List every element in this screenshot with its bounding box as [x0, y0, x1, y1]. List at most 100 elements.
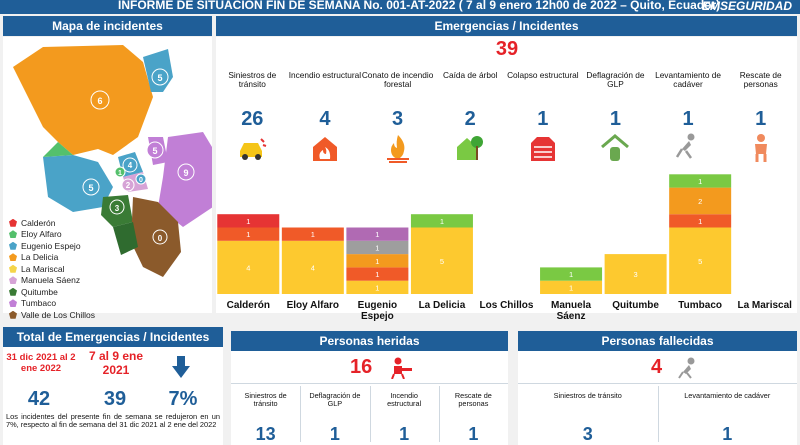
stat-value: 1 [468, 424, 479, 444]
data-label: 1 [440, 217, 444, 226]
map-panel: 6 5 5 4 5 2 0 1 3 9 0 Calderón Eloy Alfa… [3, 37, 218, 320]
heridas-total: 16 [350, 356, 373, 378]
gas-explosion-icon [601, 134, 630, 161]
change-percent: 7% [168, 388, 198, 410]
data-label: 5 [440, 257, 444, 266]
curr-period: 7 al 9 ene 2021 [88, 349, 144, 377]
category-count: 26 [241, 108, 264, 130]
svg-text:5: 5 [88, 183, 93, 193]
legend-marker-icon [9, 230, 17, 239]
stat-value: 3 [582, 424, 593, 444]
emergencias-header: Emergencias / Incidentes [216, 16, 797, 36]
svg-text:2: 2 [126, 181, 131, 190]
bar-segment [281, 240, 344, 294]
fire-icon [386, 135, 409, 163]
stat-value: 1 [722, 424, 733, 444]
arrow-down-icon [172, 356, 190, 378]
legend-marker-icon [9, 218, 17, 227]
data-label: 1 [246, 217, 250, 226]
data-label: 1 [375, 283, 379, 292]
bar-segment [604, 254, 667, 294]
data-label: 4 [246, 263, 250, 272]
map-region-calderon [13, 45, 153, 155]
legend-item: Calderón [9, 217, 95, 229]
body-icon [676, 133, 695, 159]
svg-text:5: 5 [152, 146, 157, 156]
x-tick-label: Manuela Sáenz [551, 300, 592, 322]
stat-label: Deflagración de GLP [309, 391, 361, 409]
data-label: 1 [375, 257, 379, 266]
building-collapse-icon [530, 137, 555, 161]
stat-label: Levantamiento de cadáver [684, 391, 771, 400]
legend-marker-icon [9, 310, 17, 319]
bar-segment [346, 280, 409, 294]
legend-marker-icon [9, 264, 17, 273]
data-label: 5 [698, 257, 702, 266]
bar-segment [346, 240, 409, 255]
category-label: Siniestros de tránsito [228, 70, 277, 90]
data-label: 1 [698, 177, 702, 186]
legend-item: Eugenio Espejo [9, 240, 95, 252]
curr-total: 39 [103, 388, 127, 410]
bar-segment [346, 254, 409, 268]
x-tick-label: Calderón [226, 300, 270, 311]
fallecidas-header: Personas fallecidas [518, 331, 797, 351]
data-label: 1 [569, 270, 573, 279]
heridas-header: Personas heridas [231, 331, 508, 351]
data-label: 3 [634, 270, 638, 279]
category-label: Levantamiento de cadáver [655, 70, 722, 90]
svg-text:9: 9 [183, 168, 188, 178]
report-title: INFORME DE SITUACIÓN FIN DE SEMANA No. 0… [118, 0, 721, 12]
map-region-eloy [43, 142, 73, 157]
category-count: 3 [392, 108, 404, 130]
stat-label: Siniestros de tránsito [244, 391, 287, 409]
fallen-tree-icon [457, 136, 484, 160]
legend-marker-icon [9, 253, 17, 262]
category-count: 2 [464, 108, 476, 130]
bar-segment [410, 214, 473, 228]
x-tick-label: Eugenio Espejo [357, 300, 398, 322]
deceased-person-icon [678, 357, 695, 379]
legend-item: Manuela Sáenz [9, 275, 95, 287]
stat-value: 1 [329, 424, 340, 444]
map-header: Mapa de incidentes [3, 16, 212, 36]
category-count: 4 [319, 108, 331, 130]
category-label: Incendio estructural [288, 70, 362, 80]
incident-map: 6 5 5 4 5 2 0 1 3 9 0 [13, 45, 218, 277]
legend-marker-icon [9, 299, 17, 308]
stat-label: Siniestros de tránsito [553, 391, 622, 400]
bar-segment [669, 227, 732, 294]
category-label: Deflagración de GLP [586, 70, 645, 90]
map-region-la-delicia [43, 155, 113, 212]
bar-segment [669, 174, 732, 188]
fallecidas-total: 4 [651, 356, 663, 378]
svg-text:6: 6 [97, 96, 102, 106]
data-label: 1 [375, 243, 379, 252]
svg-text:4: 4 [128, 161, 133, 170]
legend-marker-icon [9, 241, 17, 250]
legend-item: Quitumbe [9, 286, 95, 298]
bar-segment [217, 240, 280, 294]
data-label: 1 [311, 230, 315, 239]
svg-text:0: 0 [139, 177, 143, 184]
svg-text:0: 0 [158, 234, 163, 243]
category-count: 1 [682, 108, 694, 130]
data-label: 1 [698, 217, 702, 226]
stat-value: 1 [399, 424, 410, 444]
x-tick-label: Los Chillos [479, 300, 534, 311]
svg-text:3: 3 [115, 204, 120, 213]
category-label: Caída de árbol [442, 70, 498, 80]
x-tick-label: La Delicia [418, 300, 466, 311]
house-fire-icon [312, 137, 337, 161]
bar-segment [410, 227, 473, 294]
data-label: 4 [311, 263, 315, 272]
bar-segment [540, 267, 603, 281]
brand-logo: EMSEGURIDAD [701, 0, 792, 13]
bar-segment [217, 227, 280, 241]
category-count: 1 [609, 108, 621, 130]
category-label: Colapso estructural [507, 70, 579, 80]
legend-item: Valle de Los Chillos [9, 309, 95, 321]
category-count: 1 [755, 108, 767, 130]
bar-segment [281, 227, 344, 241]
rescue-icon [754, 134, 767, 162]
